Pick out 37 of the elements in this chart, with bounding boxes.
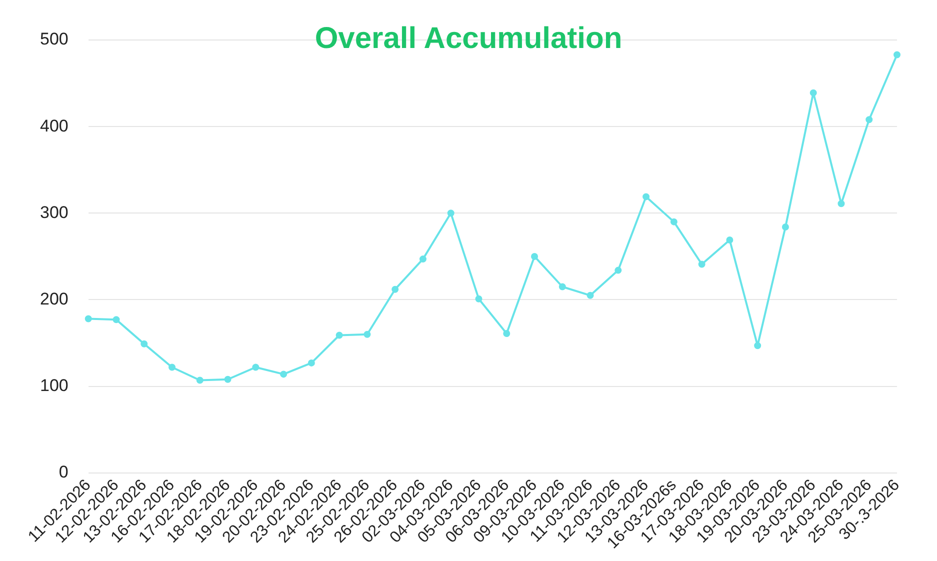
point — [894, 51, 900, 58]
point — [614, 266, 622, 274]
y-tick-label: 0 — [58, 462, 68, 482]
point — [531, 252, 538, 260]
y-tick-label: 500 — [40, 30, 68, 49]
point — [252, 364, 260, 371]
point — [112, 316, 120, 324]
point — [754, 342, 762, 350]
point — [726, 236, 734, 244]
point — [810, 89, 817, 96]
point — [140, 340, 148, 348]
point — [224, 376, 232, 383]
point — [558, 283, 566, 290]
point — [698, 260, 706, 268]
point — [308, 359, 315, 366]
point — [642, 193, 650, 200]
point — [503, 330, 510, 338]
point — [168, 364, 176, 371]
chart-title: Overall Accumulation — [314, 22, 622, 55]
point — [280, 370, 288, 378]
point — [670, 218, 678, 226]
y-tick-label: 100 — [40, 376, 68, 396]
point — [392, 286, 399, 293]
point — [364, 330, 371, 338]
y-tick-label: 300 — [40, 202, 68, 222]
point — [447, 210, 454, 217]
point — [866, 116, 873, 124]
point — [419, 256, 426, 263]
point — [336, 332, 343, 339]
y-tick-label: 400 — [40, 116, 68, 136]
point — [196, 376, 204, 384]
point — [838, 200, 845, 208]
point — [475, 295, 482, 302]
point — [586, 292, 594, 299]
y-tick-label: 200 — [40, 289, 68, 308]
point — [84, 315, 92, 322]
point — [782, 224, 789, 231]
